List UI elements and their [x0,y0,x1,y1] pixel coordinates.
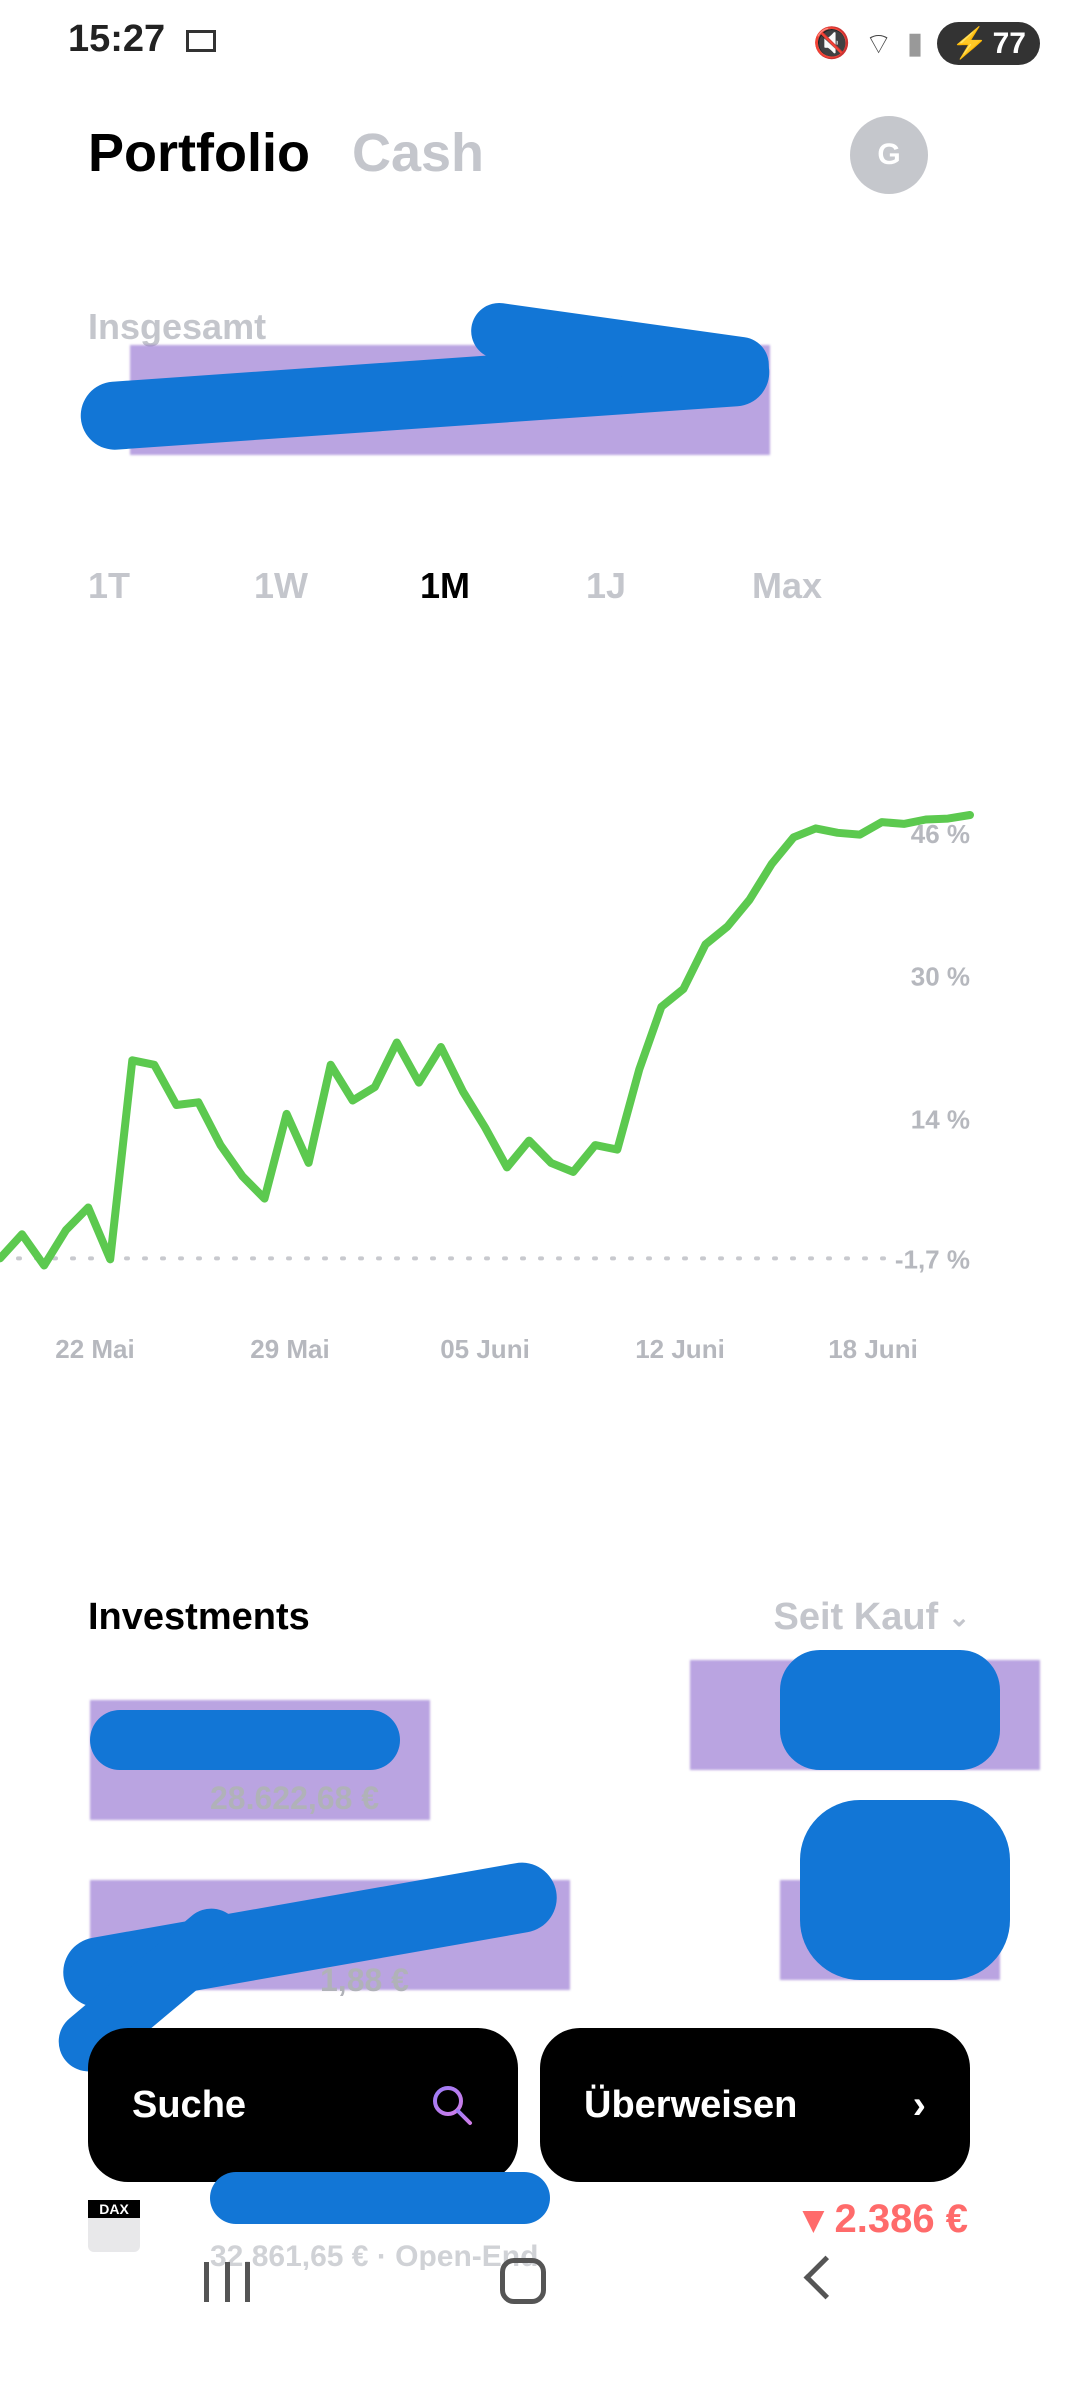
sort-label: Seit Kauf [773,1596,939,1638]
holding-1-value: 28.622,68 € [210,1780,380,1816]
y-tick-label: 30 % [911,962,970,992]
home-icon[interactable] [500,2258,546,2304]
status-icons: 🔇 ⌔ ▮ ⚡ 77 [813,22,1040,65]
signal-icon: ▮ [906,27,924,60]
x-tick-label: 29 Mai [250,1334,330,1364]
tab-cash[interactable]: Cash [352,123,485,183]
total-label: Insgesamt [88,306,267,347]
redaction-scribble-row1 [90,1710,400,1770]
search-icon [433,2086,472,2125]
x-tick-label: 12 Juni [635,1334,725,1364]
mute-icon: 🔇 [813,27,851,60]
range-tab-1j[interactable]: 1J [586,565,627,606]
range-tab-1w[interactable]: 1W [254,565,308,606]
battery-icon: ⚡ 77 [937,22,1040,65]
y-tick-label: 46 % [911,819,970,849]
x-tick-label: 18 Juni [828,1334,918,1364]
tab-portfolio[interactable]: Portfolio [88,123,310,183]
dax-badge-label: DAX [88,2200,140,2218]
x-tick-label: 05 Juni [440,1334,530,1364]
avatar[interactable]: G [850,116,928,194]
holding-3-sub: 32.861,65 € · Open-End [210,2240,539,2273]
search-button[interactable]: Suche [88,2028,518,2182]
status-time: 15:27 [68,18,166,60]
range-tab-1t[interactable]: 1T [88,565,131,606]
search-label: Suche [132,2083,247,2126]
redaction-scribble-row3 [210,2172,550,2224]
chevron-down-icon: ⌄ [948,1602,970,1632]
range-tab-max[interactable]: Max [752,565,823,606]
battery-level: 77 [992,26,1026,60]
redaction-scribble-row1-right [780,1650,1000,1770]
transfer-label: Überweisen [584,2083,798,2126]
wifi-icon: ⌔ [864,27,893,61]
chevron-right-icon: › [912,2082,926,2127]
holding-3-loss: ▾ 2.386 € [803,2197,968,2241]
x-tick-label: 22 Mai [55,1334,135,1364]
y-tick-label: 14 % [911,1104,970,1134]
performance-line [0,811,974,1270]
dax-badge: DAX [88,2200,140,2252]
holding-2-value: 1,88 € [320,1962,409,1998]
mail-icon [186,30,216,52]
recents-icon[interactable] [204,2262,250,2302]
sort-dropdown[interactable]: Seit Kauf ⌄ [774,1596,971,1639]
range-tab-1m[interactable]: 1M [420,565,471,606]
range-tabs: 1T 1W 1M 1J Max [88,565,918,607]
performance-chart: 46 % 30 % 14 % -1,7 % 22 Mai 29 Mai 05 Juni 12 … [0,811,974,1364]
investments-title: Investments [88,1596,310,1638]
redaction-scribble-row2-right [800,1800,1010,1980]
transfer-button[interactable]: Überweisen › [540,2028,970,2182]
y-tick-label: -1,7 % [895,1244,970,1274]
